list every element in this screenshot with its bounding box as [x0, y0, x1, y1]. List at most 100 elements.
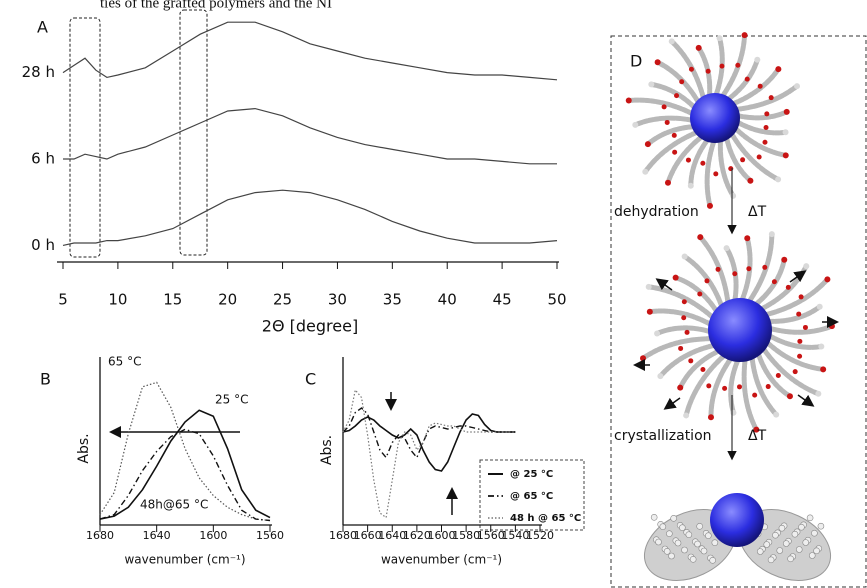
x-tick-label: 15 [163, 291, 182, 309]
data-line [63, 107, 557, 165]
water [775, 373, 781, 379]
water [798, 294, 804, 300]
water [697, 234, 704, 241]
series-label: 0 h [31, 236, 55, 254]
water [705, 68, 711, 74]
water [756, 154, 762, 160]
chain-bead [802, 539, 810, 546]
water [640, 355, 647, 362]
water [768, 95, 774, 101]
water [768, 231, 775, 238]
water [771, 279, 777, 285]
chain-bead [679, 524, 686, 531]
data-line [99, 381, 271, 522]
water [797, 338, 803, 344]
water [648, 81, 655, 88]
x-tick-label: 1600 [199, 529, 227, 542]
water [732, 271, 738, 277]
water [762, 139, 768, 145]
x-axis-label: 2Θ [degree] [262, 317, 358, 336]
polymer-chain [708, 356, 733, 420]
water [645, 283, 652, 290]
x-tick-label: 1680 [329, 529, 357, 542]
panel-frame [610, 35, 867, 588]
step-label: crystallization [614, 428, 712, 444]
polymer-chain [688, 138, 710, 189]
data-line [342, 413, 516, 472]
water [818, 343, 825, 350]
water [657, 373, 664, 380]
water [773, 411, 780, 418]
chain-bead [806, 514, 814, 522]
step-symbol: ΔT [748, 428, 767, 444]
x-tick-label: 1560 [477, 529, 505, 542]
chain-bead [696, 523, 703, 530]
chain-bead [694, 540, 701, 548]
water [704, 278, 710, 284]
series-label: 48h@65 °C [140, 498, 208, 512]
water [797, 353, 803, 359]
step-symbol: ΔT [748, 204, 767, 220]
motion-arrow [789, 270, 807, 283]
water [744, 76, 750, 82]
chain-bead [709, 557, 716, 564]
polymer-chain [682, 254, 724, 308]
water [736, 384, 742, 390]
water [706, 202, 713, 209]
water [775, 66, 782, 73]
water [794, 83, 801, 90]
water [713, 171, 719, 177]
water [664, 119, 670, 125]
chain-bead [681, 546, 688, 554]
chain-bead [655, 538, 662, 546]
water [681, 315, 687, 321]
polymer-chain [767, 304, 823, 324]
chain-bead [811, 529, 818, 537]
legend-label: @ 25 °C [510, 469, 553, 480]
chain-bead [782, 540, 790, 547]
water [763, 125, 769, 131]
data-line [342, 407, 516, 459]
chain-bead [798, 523, 805, 531]
x-tick-label: 35 [383, 291, 402, 309]
polymer-chain [736, 120, 789, 136]
x-tick-label: 1540 [501, 529, 529, 542]
water [764, 111, 770, 117]
polymer-chain [665, 134, 704, 186]
chain-bead [663, 548, 671, 555]
water [674, 93, 680, 99]
water [783, 108, 790, 115]
water [753, 426, 760, 433]
data-line [62, 189, 558, 246]
x-tick-label: 1620 [403, 529, 431, 542]
polymer-chain [749, 356, 779, 418]
chain-bead [772, 531, 779, 539]
water [687, 182, 694, 189]
water [688, 66, 694, 72]
chain-bead [705, 532, 712, 539]
motion-arrow [797, 394, 815, 407]
water [707, 414, 714, 421]
water [700, 367, 706, 373]
polymer-chain [733, 126, 789, 158]
motion-arrow [663, 397, 681, 410]
water [744, 235, 751, 242]
water [723, 245, 730, 252]
polymer-chain [731, 66, 781, 106]
series-label: 65 °C [108, 355, 141, 369]
water [775, 176, 782, 183]
water [816, 303, 823, 310]
polymer-chain [677, 349, 721, 391]
chain-bead [668, 552, 675, 560]
polymer-chain [697, 234, 731, 304]
water [815, 390, 822, 397]
x-tick-label: 1580 [452, 529, 480, 542]
y-axis-label: Abs. [319, 435, 335, 465]
x-tick-label: 1560 [256, 529, 284, 542]
x-tick-label: 40 [438, 291, 457, 309]
x-tick-label: 1600 [428, 529, 456, 542]
water [785, 284, 791, 290]
chain-bead [711, 539, 719, 546]
